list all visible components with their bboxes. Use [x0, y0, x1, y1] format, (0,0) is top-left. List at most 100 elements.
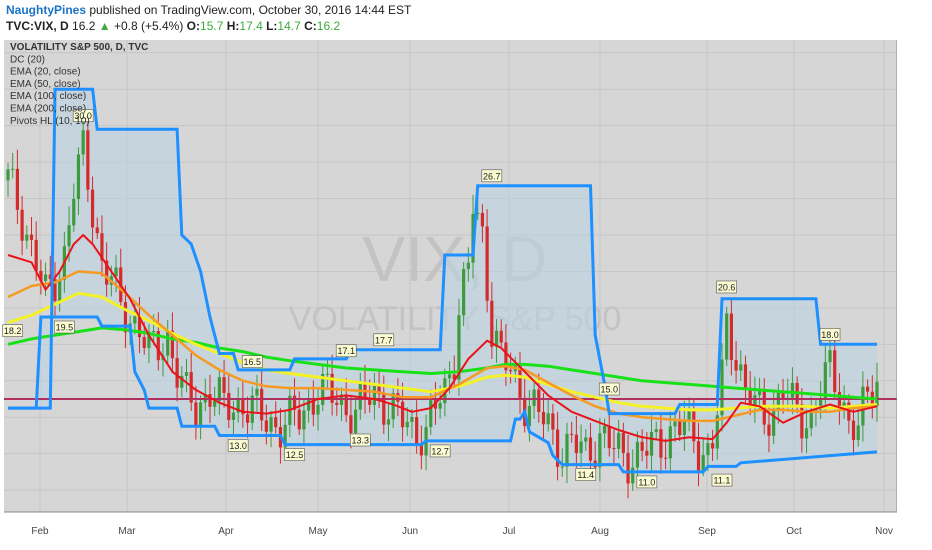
- candle-body: [696, 441, 701, 471]
- candle-body: [678, 421, 682, 436]
- candle-body: [20, 209, 24, 241]
- candle-body: [260, 388, 264, 421]
- time-tick-label: Jun: [402, 526, 418, 537]
- last-price: 16.2: [72, 19, 96, 33]
- pivot-label-text: 15.0: [600, 385, 618, 395]
- candle-body: [579, 441, 583, 454]
- pivot-label-text: 18.0: [821, 330, 839, 340]
- pivot-label-box: [2, 324, 23, 337]
- candle-body: [617, 432, 621, 449]
- candle-body: [541, 412, 546, 425]
- price-chart[interactable]: VIX, D VOLATILITY S&P 500 18.219.530.013…: [0, 36, 932, 550]
- candle-body: [344, 394, 348, 416]
- candle-body: [156, 331, 160, 361]
- time-tick-label: Mar: [118, 526, 136, 537]
- candle-body: [245, 414, 250, 423]
- price-axis-background: [897, 40, 932, 550]
- symbol-label[interactable]: TVC:VIX, D: [6, 19, 69, 33]
- candle-body: [429, 400, 433, 428]
- author-link[interactable]: NaughtyPines: [6, 3, 87, 17]
- publish-line: NaughtyPines published on TradingView.co…: [6, 3, 411, 17]
- candle-body: [649, 431, 654, 456]
- legend-indicator-item[interactable]: Pivots HL (10, 10): [10, 116, 90, 127]
- candle-body: [39, 270, 43, 281]
- candle-body: [668, 426, 672, 459]
- candle-body: [180, 375, 184, 388]
- time-axis[interactable]: Feb Mar Apr May Jun Jul Aug Sep Oct Nov: [4, 511, 897, 537]
- legend-indicator-item[interactable]: DC (20): [10, 54, 45, 65]
- candle-body: [81, 130, 85, 155]
- candle-body: [90, 189, 95, 228]
- candle-body: [274, 417, 278, 428]
- legend-indicator-item[interactable]: EMA (50, close): [10, 79, 81, 90]
- pivot-label-box: [349, 433, 371, 447]
- candle-body: [231, 412, 236, 420]
- candle-body: [809, 410, 813, 429]
- candle-body: [415, 417, 419, 445]
- candle-body: [462, 269, 466, 316]
- candle-body: [602, 425, 607, 434]
- candle-body: [612, 448, 616, 450]
- pivot-label-text: 30.0: [74, 111, 92, 121]
- candle-body: [335, 402, 339, 405]
- candle-body: [537, 389, 541, 413]
- candle-body: [664, 457, 668, 459]
- candle-body: [739, 364, 743, 371]
- candle-body: [213, 401, 217, 407]
- candle-body: [494, 330, 499, 347]
- legend-indicator-item[interactable]: EMA (100, close): [10, 91, 86, 102]
- time-tick-label: Feb: [31, 526, 49, 537]
- candle-body: [790, 382, 795, 398]
- candle-body: [194, 402, 198, 426]
- pivot-label-box: [241, 355, 263, 368]
- candle-body: [828, 350, 832, 363]
- candle-body: [297, 409, 301, 430]
- low-value: 14.7: [277, 19, 301, 33]
- candle-body: [682, 419, 687, 436]
- candle-body: [504, 342, 508, 371]
- candle-body: [25, 234, 29, 241]
- candle-body: [269, 417, 273, 432]
- candle-body: [133, 316, 137, 324]
- pivot-label-box: [373, 333, 395, 347]
- candle-body: [560, 466, 564, 468]
- candle-body: [701, 455, 705, 471]
- pivot-label-box: [575, 468, 597, 481]
- candle-body: [368, 397, 372, 405]
- candle-body: [753, 395, 757, 408]
- candle-body: [574, 434, 578, 454]
- time-tick-label: Aug: [591, 526, 609, 537]
- pivot-label-text: 16.5: [243, 357, 261, 367]
- candle-body: [551, 413, 555, 430]
- candle-body: [673, 421, 677, 427]
- candle-body: [692, 409, 696, 442]
- candle-body: [584, 437, 588, 442]
- candle-body: [476, 212, 480, 214]
- candle-body: [170, 330, 175, 359]
- legend-series-title[interactable]: VOLATILITY S&P 500, D, TVC: [10, 42, 148, 53]
- candle-body: [255, 388, 259, 396]
- time-tick-label: Oct: [786, 526, 802, 537]
- candle-body: [67, 225, 71, 247]
- candle-body: [837, 391, 842, 409]
- candle-body: [645, 450, 649, 456]
- candle-body: [386, 419, 391, 425]
- candle-body: [307, 399, 311, 411]
- legend-indicator-item[interactable]: EMA (20, close): [10, 67, 81, 78]
- time-tick-label: Jul: [503, 526, 516, 537]
- pivot-label-text: 17.7: [375, 335, 393, 345]
- open-value: 15.7: [200, 19, 224, 33]
- donchian-fill: [8, 89, 877, 472]
- close-label: C:: [304, 19, 317, 33]
- pivot-label-text: 18.2: [4, 326, 22, 336]
- pivot-label-box: [72, 109, 94, 122]
- donchian-area: [8, 89, 877, 472]
- publish-info: published on TradingView.com, October 30…: [89, 3, 412, 17]
- pivot-labels: 18.2 19.5 30.0 13.0 16.5 12.5 17.1 13.3 17.7 12.7…: [2, 109, 841, 489]
- legend-indicator-item[interactable]: EMA (200, close): [10, 104, 86, 115]
- candle-body: [654, 429, 658, 432]
- candle-body: [706, 443, 710, 456]
- candle-body: [217, 377, 221, 402]
- candle-body: [781, 392, 785, 400]
- candle-body: [152, 331, 156, 333]
